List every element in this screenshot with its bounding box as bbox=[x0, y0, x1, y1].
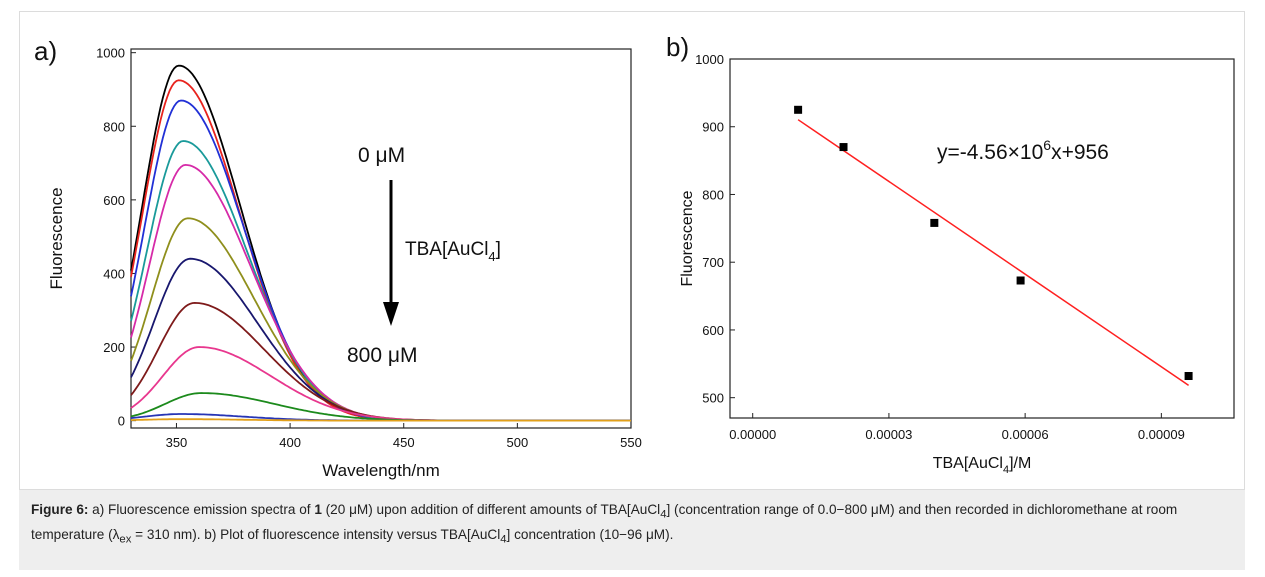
panel-b-ytick-label: 700 bbox=[702, 255, 724, 270]
caption-label: Figure 6: bbox=[31, 502, 89, 517]
caption-text-3: ] (concentration range of 0.0−800 μM) an… bbox=[31, 502, 1178, 542]
annotation-titrant-end: ] bbox=[496, 239, 501, 260]
fit-equation-sup: 6 bbox=[1043, 137, 1051, 153]
data-point-1 bbox=[794, 105, 803, 114]
panel-a-ytick-label: 400 bbox=[103, 266, 125, 281]
panel-b-xtick-label: 0.00009 bbox=[1138, 427, 1185, 442]
fit-equation-end: x+956 bbox=[1051, 141, 1109, 164]
fit-equation-main: y=-4.56×10 bbox=[937, 141, 1043, 164]
data-point-3 bbox=[930, 218, 939, 227]
panel-b-xtick-label: 0.00000 bbox=[729, 427, 776, 442]
caption-sub-3: 4 bbox=[500, 533, 507, 546]
annotation-start: 0 μM bbox=[358, 144, 405, 167]
panel-a-ytick-label: 600 bbox=[103, 193, 125, 208]
panel-a-label: a) bbox=[34, 36, 57, 66]
panel-b-label: b) bbox=[666, 32, 689, 62]
annotation-titrant-sub: 4 bbox=[488, 249, 495, 264]
panel-a-xlabel: Wavelength/nm bbox=[322, 461, 439, 480]
annotation-titrant: TBA[AuCl4] bbox=[405, 239, 501, 264]
panel-b-ytick-label: 500 bbox=[702, 391, 724, 406]
panel-a-ylabel: Fluorescence bbox=[47, 187, 66, 289]
caption-sub-1: 4 bbox=[660, 508, 667, 521]
spectrum-line-2 bbox=[130, 79, 631, 422]
caption-text-4: = 310 nm). b) Plot of fluorescence inten… bbox=[131, 526, 501, 542]
panel-b-xlabel: TBA[AuCl4]/M bbox=[933, 455, 1032, 476]
spectrum-line-7 bbox=[130, 257, 631, 422]
panel-b-chart: b) 500 600 700 800 900 1000 0.00000 0.00003 0.000… bbox=[666, 32, 1235, 476]
annotation-titrant-main: TBA[AuCl bbox=[405, 239, 488, 260]
caption-text-5: ] concentration (10−96 μM). bbox=[506, 526, 674, 542]
caption-compound: 1 bbox=[314, 502, 322, 517]
caption-sub-2: ex bbox=[119, 533, 132, 546]
panel-b-xlabel-end: ]/M bbox=[1009, 455, 1031, 472]
fit-line bbox=[797, 119, 1190, 386]
panel-a-chart: a) 0 200 400 600 800 1000 350 400 450 500 550 Wavele… bbox=[34, 36, 642, 480]
fit-equation: y=-4.56×106x+956 bbox=[937, 137, 1109, 164]
panel-b-ylabel: Fluorescence bbox=[679, 190, 696, 286]
panel-b-ytick-label: 900 bbox=[702, 120, 724, 135]
spectrum-line-5 bbox=[130, 163, 631, 422]
panel-a-ytick-label: 1000 bbox=[96, 46, 125, 61]
figure-frame: a) 0 200 400 600 800 1000 350 400 450 500 550 Wavele… bbox=[19, 11, 1245, 490]
panel-a-xtick-label: 550 bbox=[620, 435, 642, 450]
panel-a-ytick-label: 0 bbox=[118, 414, 125, 429]
panel-b-plot-frame bbox=[729, 58, 1235, 419]
figure-svg: a) 0 200 400 600 800 1000 350 400 450 500 550 Wavele… bbox=[34, 32, 1235, 480]
panel-b-ytick-label: 800 bbox=[702, 187, 724, 202]
panel-b-xtick-label: 0.00006 bbox=[1002, 427, 1049, 442]
panel-b-xlabel-main: TBA[AuCl bbox=[933, 455, 1003, 472]
annotation-arrow-head bbox=[383, 302, 399, 326]
spectrum-line-4 bbox=[130, 140, 631, 422]
data-point-5 bbox=[1184, 372, 1193, 381]
panel-a-ytick-label: 200 bbox=[103, 340, 125, 355]
panel-b-xlabel-sub: 4 bbox=[1003, 464, 1009, 476]
spectrum-line-1 bbox=[130, 64, 631, 422]
panel-a-ytick-label: 800 bbox=[103, 119, 125, 134]
panel-b-xtick-label: 0.00003 bbox=[865, 427, 912, 442]
caption-text-1: a) Fluorescence emission spectra of bbox=[88, 502, 315, 517]
spectrum-line-6 bbox=[130, 217, 631, 422]
panel-a-plot-frame bbox=[130, 48, 632, 429]
annotation-end: 800 μM bbox=[347, 344, 417, 367]
data-point-2 bbox=[839, 143, 848, 152]
caption-text-2: (20 μM) upon addition of different amoun… bbox=[321, 502, 661, 517]
panel-a-xtick-label: 450 bbox=[393, 435, 415, 450]
panel-a-xtick-label: 350 bbox=[166, 435, 188, 450]
data-point-4 bbox=[1016, 276, 1025, 285]
panel-b-ytick-label: 1000 bbox=[695, 52, 724, 67]
spectrum-line-12 bbox=[130, 418, 631, 422]
figure-caption: Figure 6: a) Fluorescence emission spect… bbox=[19, 490, 1245, 570]
panel-a-xtick-label: 400 bbox=[279, 435, 301, 450]
panel-b-ytick-label: 600 bbox=[702, 323, 724, 338]
panel-a-xtick-label: 500 bbox=[507, 435, 529, 450]
spectrum-line-10 bbox=[130, 392, 631, 422]
